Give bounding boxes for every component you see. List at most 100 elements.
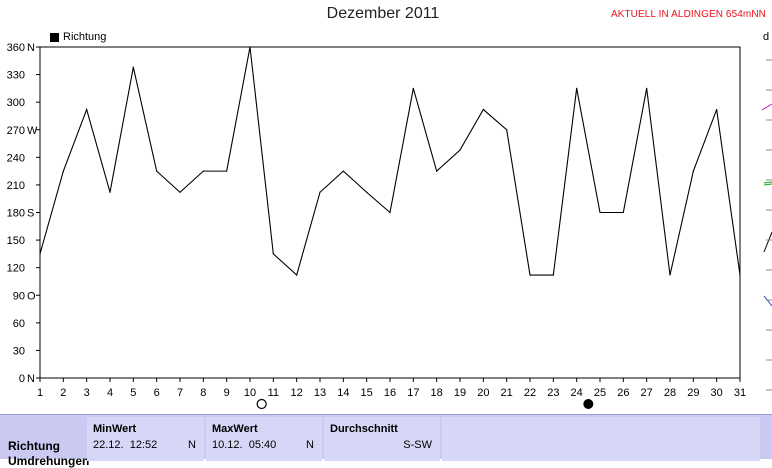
data-point xyxy=(412,87,414,89)
x-tick-label: 18 xyxy=(431,387,443,399)
x-tick-label: 19 xyxy=(454,387,466,399)
min-datetime: 22.12. 12:52 xyxy=(93,439,158,451)
y-tick-direction: N xyxy=(27,42,35,54)
right-edge-fragments xyxy=(761,59,772,391)
plot-border xyxy=(39,46,741,379)
legend-label: Richtung xyxy=(63,31,107,43)
x-tick-label: 25 xyxy=(594,387,606,399)
max-dir: N xyxy=(306,439,314,451)
data-point xyxy=(86,108,88,111)
stats-row-label: Richtung xyxy=(8,439,60,453)
x-tick-label: 22 xyxy=(524,387,536,399)
data-point xyxy=(109,191,111,193)
x-tick-label: 14 xyxy=(337,387,349,399)
data-point xyxy=(436,170,438,172)
x-tick-label: 15 xyxy=(361,387,373,399)
data-point xyxy=(296,274,298,276)
data-point xyxy=(482,108,484,111)
x-tick-label: 13 xyxy=(314,387,326,399)
station-note: AKTUELL IN ALDINGEN 654mNN xyxy=(610,9,766,20)
min-dir: N xyxy=(188,439,196,451)
y-tick-label: 150 xyxy=(7,235,25,247)
y-tick-direction: W xyxy=(27,125,38,137)
avg-header: Durchschnitt xyxy=(330,423,398,435)
x-tick-label: 21 xyxy=(501,387,513,399)
data-point xyxy=(156,170,158,172)
y-tick-label: 210 xyxy=(7,180,25,192)
x-tick-label: 20 xyxy=(477,387,489,399)
data-point xyxy=(132,66,134,68)
y-tick-direction: O xyxy=(27,290,36,302)
data-point xyxy=(39,253,41,255)
x-tick-label: 4 xyxy=(107,387,113,399)
data-point xyxy=(202,170,204,172)
edge-fragment xyxy=(763,295,772,307)
y-tick-label: 330 xyxy=(7,70,25,82)
x-tick-label: 27 xyxy=(641,387,653,399)
data-point xyxy=(646,87,648,89)
x-axis-labels: 1 2 3 4 5 6 7 8 9 10 11 12 13 14 15 16 17 18 19 20 21 22 23 24 2… xyxy=(37,387,746,399)
edge-fragment xyxy=(761,103,772,111)
data-point xyxy=(506,129,508,131)
y-tick-label: 0 xyxy=(19,373,25,385)
x-tick-label: 12 xyxy=(291,387,303,399)
full-moon-icon xyxy=(256,398,267,410)
x-tick-label: 23 xyxy=(547,387,559,399)
legend-swatch xyxy=(50,32,59,42)
data-point xyxy=(599,211,601,214)
x-tick-label: 24 xyxy=(571,387,583,399)
y-tick-label: 300 xyxy=(7,97,25,109)
x-tick-label: 3 xyxy=(84,387,90,399)
x-tick-label: 29 xyxy=(687,387,699,399)
data-point xyxy=(342,170,344,172)
data-point xyxy=(179,191,181,193)
y-tick-label: 360 xyxy=(7,42,25,54)
x-tick-label: 26 xyxy=(617,387,629,399)
y-tick-label: 180 xyxy=(7,208,25,220)
data-point xyxy=(272,253,274,255)
x-tick-label: 6 xyxy=(154,387,160,399)
min-cell: MinWert 22.12. 12:52 N xyxy=(87,417,204,461)
legend: Richtung xyxy=(50,31,106,43)
data-point xyxy=(62,170,64,172)
data-point xyxy=(459,149,461,151)
data-point xyxy=(249,46,251,48)
data-point xyxy=(692,170,694,172)
y-tick-label: 30 xyxy=(13,345,25,357)
data-point xyxy=(669,274,671,276)
y-tick-direction: N xyxy=(27,373,35,385)
y-tick-label: 90 xyxy=(13,290,25,302)
stats-panel: Richtung Umdrehungen MinWert 22.12. 12:5… xyxy=(0,414,772,468)
new-moon-icon xyxy=(583,399,594,409)
data-point xyxy=(389,211,391,214)
x-tick-label: 8 xyxy=(200,387,206,399)
edge-fragment xyxy=(763,183,772,186)
data-point xyxy=(529,274,531,276)
data-point xyxy=(366,191,368,193)
avg-value: S-SW xyxy=(403,439,432,451)
series-group xyxy=(39,46,741,277)
empty-cell xyxy=(442,417,760,461)
x-tick-label: 9 xyxy=(224,387,230,399)
avg-cell: Durchschnitt S-SW xyxy=(324,417,440,461)
y-tick-label: 270 xyxy=(7,125,25,137)
x-tick-label: 30 xyxy=(711,387,723,399)
moon-markers xyxy=(256,398,594,410)
y-tick-label: 60 xyxy=(13,318,25,330)
max-cell: MaxWert 10.12. 05:40 N xyxy=(206,417,322,461)
data-point xyxy=(716,108,718,111)
min-header: MinWert xyxy=(93,423,137,435)
x-tick-label: 16 xyxy=(384,387,396,399)
data-point xyxy=(739,274,741,276)
x-tick-label: 7 xyxy=(177,387,183,399)
y-tick-direction: S xyxy=(27,208,34,220)
max-datetime: 10.12. 05:40 xyxy=(212,439,277,451)
data-point xyxy=(226,170,228,172)
x-tick-label: 31 xyxy=(734,387,746,399)
x-tick-label: 17 xyxy=(407,387,419,399)
edge-fragment xyxy=(763,231,772,253)
edge-glyph: d xyxy=(763,31,770,43)
chart-title: Dezember 2011 xyxy=(326,5,440,22)
